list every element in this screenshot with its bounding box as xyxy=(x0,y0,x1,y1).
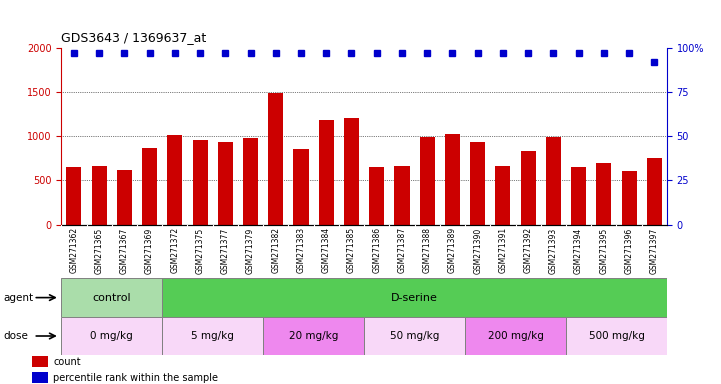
Bar xyxy=(193,140,208,225)
Text: 50 mg/kg: 50 mg/kg xyxy=(390,331,439,341)
Bar xyxy=(32,372,48,383)
Bar xyxy=(263,317,364,355)
Text: GSM271372: GSM271372 xyxy=(170,227,180,273)
Bar xyxy=(394,166,410,225)
Text: GSM271392: GSM271392 xyxy=(523,227,533,273)
Bar xyxy=(117,170,132,225)
Text: GSM271382: GSM271382 xyxy=(271,227,280,273)
Bar xyxy=(162,278,667,317)
Text: GSM271393: GSM271393 xyxy=(549,227,558,273)
Text: GSM271367: GSM271367 xyxy=(120,227,129,273)
Bar xyxy=(243,138,258,225)
Text: 200 mg/kg: 200 mg/kg xyxy=(487,331,544,341)
Bar xyxy=(162,317,263,355)
Text: 20 mg/kg: 20 mg/kg xyxy=(289,331,338,341)
Text: D-serine: D-serine xyxy=(391,293,438,303)
Text: GSM271391: GSM271391 xyxy=(498,227,508,273)
Text: GSM271365: GSM271365 xyxy=(94,227,104,273)
Text: GSM271384: GSM271384 xyxy=(322,227,331,273)
Bar xyxy=(61,317,162,355)
Text: GSM271389: GSM271389 xyxy=(448,227,457,273)
Bar xyxy=(167,134,182,225)
Text: control: control xyxy=(92,293,131,303)
Bar xyxy=(364,317,465,355)
Text: GDS3643 / 1369637_at: GDS3643 / 1369637_at xyxy=(61,31,206,44)
Text: GSM271396: GSM271396 xyxy=(624,227,634,273)
Text: GSM271385: GSM271385 xyxy=(347,227,356,273)
Text: GSM271383: GSM271383 xyxy=(296,227,306,273)
Text: GSM271390: GSM271390 xyxy=(473,227,482,273)
Bar xyxy=(521,151,536,225)
Text: 0 mg/kg: 0 mg/kg xyxy=(90,331,133,341)
Bar xyxy=(61,278,162,317)
Bar xyxy=(546,137,561,225)
Bar xyxy=(596,163,611,225)
Bar xyxy=(319,121,334,225)
Bar xyxy=(293,149,309,225)
Bar xyxy=(142,148,157,225)
Bar xyxy=(420,137,435,225)
Bar xyxy=(445,134,460,225)
Text: GSM271386: GSM271386 xyxy=(372,227,381,273)
Bar xyxy=(218,142,233,225)
Text: percentile rank within the sample: percentile rank within the sample xyxy=(53,372,218,383)
Bar xyxy=(647,157,662,225)
Text: GSM271369: GSM271369 xyxy=(145,227,154,273)
Bar xyxy=(92,166,107,225)
Bar xyxy=(470,142,485,225)
Bar xyxy=(566,317,667,355)
Text: GSM271395: GSM271395 xyxy=(599,227,609,273)
Text: agent: agent xyxy=(4,293,34,303)
Bar xyxy=(495,166,510,225)
Text: GSM271388: GSM271388 xyxy=(423,227,432,273)
Text: count: count xyxy=(53,356,81,367)
Text: GSM271387: GSM271387 xyxy=(397,227,407,273)
Text: 5 mg/kg: 5 mg/kg xyxy=(191,331,234,341)
Text: GSM271362: GSM271362 xyxy=(69,227,79,273)
Bar xyxy=(622,171,637,225)
Bar xyxy=(32,356,48,367)
Bar xyxy=(465,317,566,355)
Text: GSM271375: GSM271375 xyxy=(195,227,205,273)
Bar xyxy=(571,167,586,225)
Text: GSM271397: GSM271397 xyxy=(650,227,659,273)
Text: GSM271377: GSM271377 xyxy=(221,227,230,273)
Text: 500 mg/kg: 500 mg/kg xyxy=(588,331,645,341)
Bar xyxy=(344,118,359,225)
Bar xyxy=(369,167,384,225)
Bar xyxy=(66,167,81,225)
Text: GSM271394: GSM271394 xyxy=(574,227,583,273)
Text: dose: dose xyxy=(4,331,29,341)
Bar xyxy=(268,93,283,225)
Text: GSM271379: GSM271379 xyxy=(246,227,255,273)
